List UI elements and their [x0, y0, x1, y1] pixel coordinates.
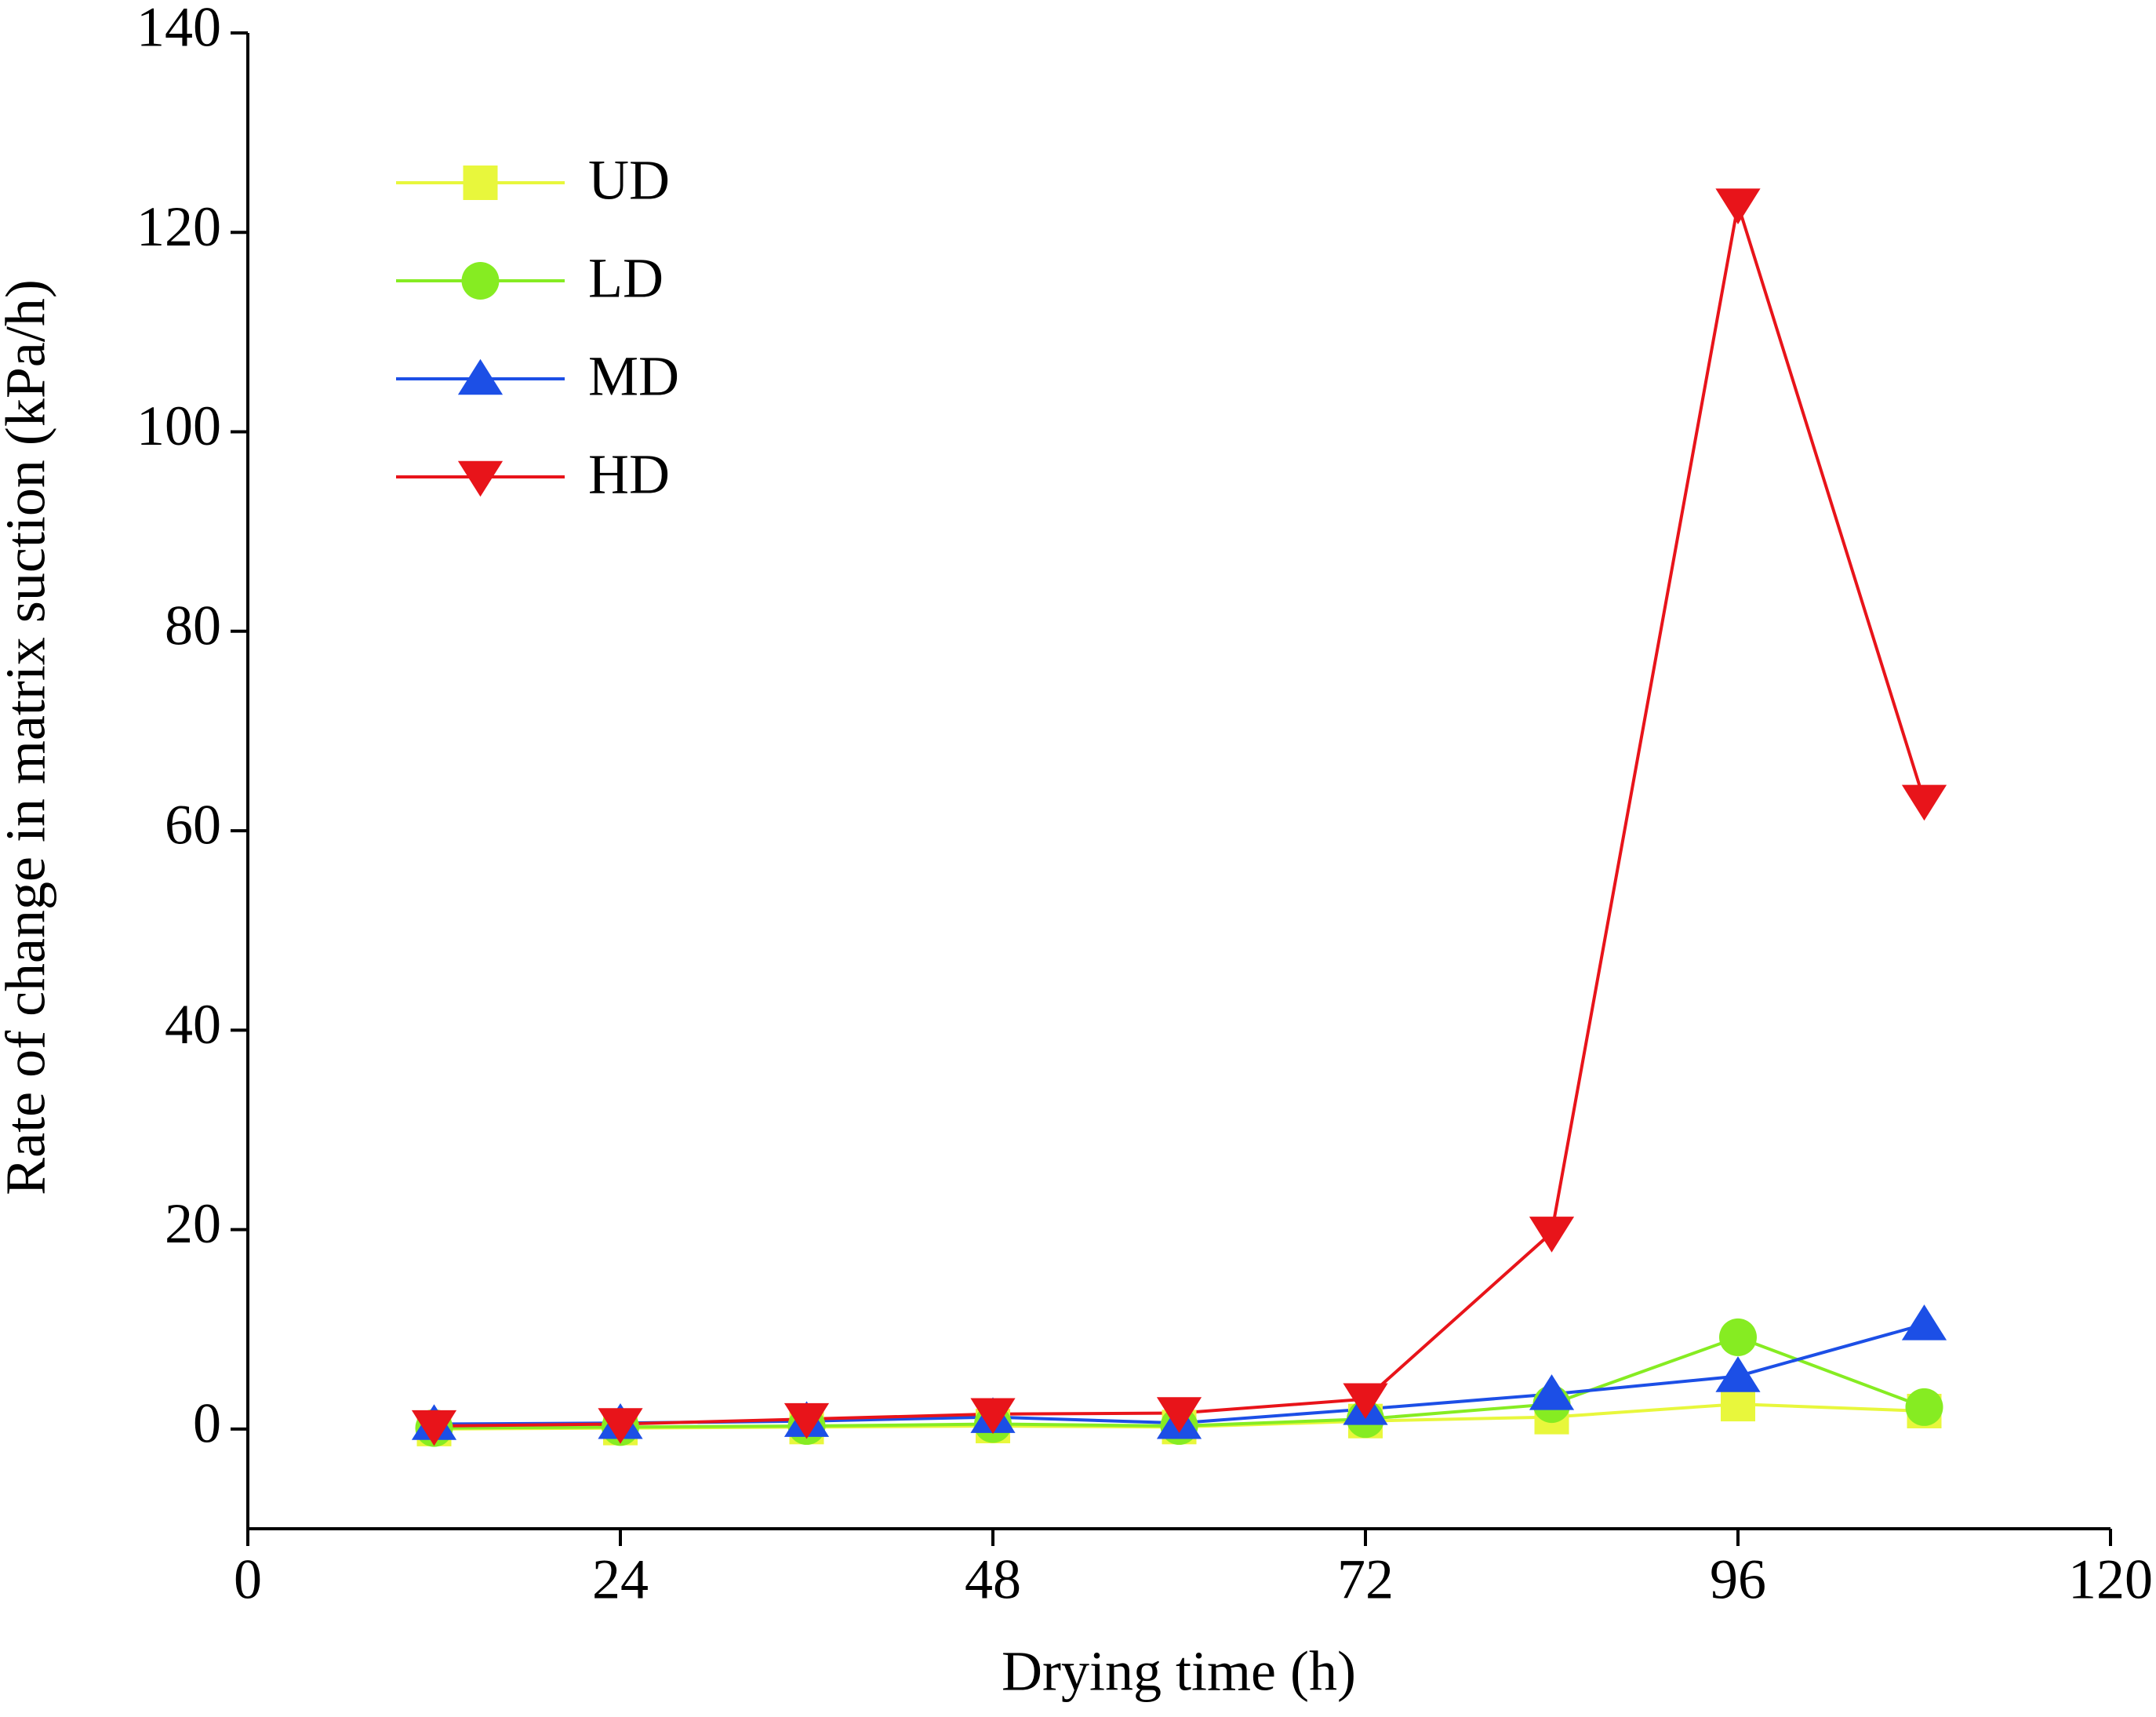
x-tick-label: 48 — [965, 1548, 1021, 1611]
marker — [411, 1410, 457, 1446]
marker — [1901, 1304, 1947, 1340]
y-tick-label: 140 — [136, 0, 221, 59]
marker — [598, 1408, 643, 1444]
marker — [1715, 188, 1761, 224]
y-tick-label: 120 — [136, 195, 221, 258]
y-tick-label: 100 — [136, 395, 221, 457]
x-tick-label: 24 — [592, 1548, 649, 1611]
x-tick-label: 72 — [1337, 1548, 1394, 1611]
y-axis-title: Rate of change in matrix suction (kPa/h) — [0, 279, 57, 1195]
x-tick-label: 0 — [234, 1548, 262, 1611]
marker — [970, 1398, 1016, 1435]
marker — [1901, 784, 1947, 821]
y-tick-label: 80 — [165, 594, 221, 657]
y-tick-label: 0 — [193, 1391, 221, 1454]
marker — [1529, 1374, 1575, 1410]
marker — [1721, 1387, 1755, 1422]
y-tick-label: 20 — [165, 1192, 221, 1255]
marker — [784, 1402, 830, 1439]
x-tick-label: 96 — [1710, 1548, 1766, 1611]
legend-label: LD — [588, 247, 664, 310]
legend-label: MD — [588, 345, 679, 408]
legend-marker — [461, 262, 500, 300]
y-tick-label: 60 — [165, 794, 221, 857]
marker — [1905, 1388, 1943, 1426]
x-tick-label: 120 — [2068, 1548, 2153, 1611]
legend-marker — [463, 166, 498, 200]
legend-marker — [457, 358, 504, 395]
x-axis-title: Drying time (h) — [1002, 1640, 1356, 1703]
marker — [1715, 1356, 1761, 1392]
marker — [1343, 1383, 1388, 1420]
y-tick-label: 40 — [165, 993, 221, 1056]
legend-label: HD — [588, 443, 670, 506]
legend-marker — [457, 460, 504, 497]
marker — [1719, 1318, 1757, 1356]
marker — [1529, 1217, 1575, 1253]
marker — [1156, 1397, 1202, 1433]
legend-label: UD — [588, 149, 670, 212]
